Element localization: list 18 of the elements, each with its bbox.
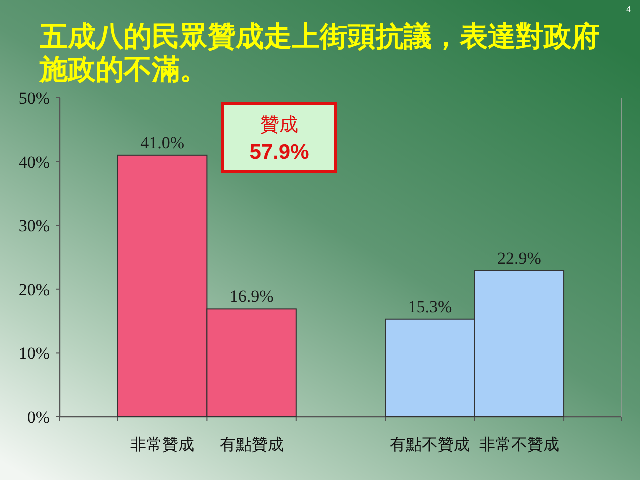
annotation: 贊成 (260, 115, 298, 136)
x-tick-label: 有點贊成 (220, 436, 284, 454)
data-label: 41.0% (140, 133, 185, 152)
data-label: 16.9% (230, 287, 274, 306)
chart-title: 五成八的民眾贊成走上街頭抗議，表達對政府施政的不滿。 (39, 21, 600, 85)
y-tick-label: 10% (18, 344, 50, 364)
x-tick-label: 非常贊成 (130, 436, 195, 454)
x-tick-label: 有點不贊成 (390, 436, 470, 454)
y-tick-label: 30% (18, 216, 50, 236)
data-label: 22.9% (497, 248, 542, 268)
y-tick-label: 20% (18, 280, 50, 300)
annotation: 57.9% (250, 141, 310, 164)
y-tick-label: 40% (18, 152, 50, 172)
y-tick-label: 50% (18, 89, 50, 108)
text: 4 (626, 5, 632, 14)
x-tick-label: 非常不贊成 (479, 436, 560, 454)
data-label: 15.3% (408, 297, 452, 316)
y-tick-label: 0% (27, 408, 50, 427)
